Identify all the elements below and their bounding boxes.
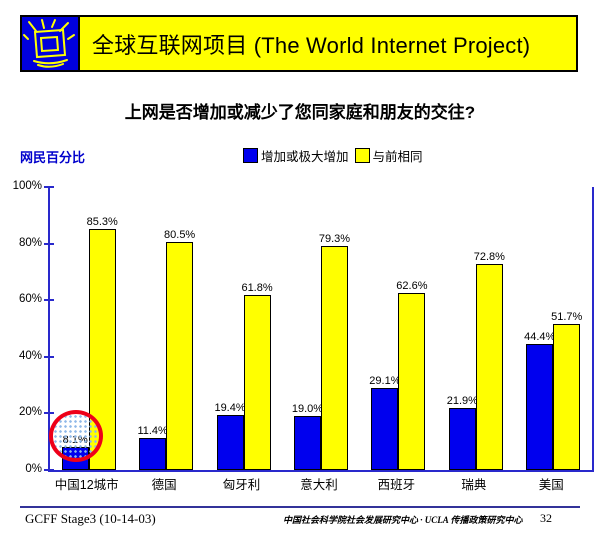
burst-monitor-icon <box>22 17 80 70</box>
question-text: 上网是否增加或减少了您同家庭和朋友的交往? <box>124 103 476 122</box>
bar-value-label: 72.8% <box>473 251 505 263</box>
bar-value-label: 61.8% <box>241 282 273 294</box>
bar-value-label: 8.1% <box>62 434 88 446</box>
bar-group: 8.1% 85.3% <box>48 187 127 470</box>
same-bar: 62.6% <box>396 280 427 470</box>
bar-group: 19.4% 61.8% <box>205 187 282 470</box>
y-tick-label: 40% <box>18 349 42 362</box>
increase-bar: 21.9% <box>447 395 478 470</box>
y-axis-caption: 网民百分比 <box>20 150 86 165</box>
same-bar: 85.3% <box>87 216 118 470</box>
same-bar: 61.8% <box>241 282 273 470</box>
yellow-series-swatch <box>354 148 370 163</box>
page-number: 32 <box>540 511 552 525</box>
increase-bar: 19.4% <box>214 402 246 470</box>
footer-project-stamp: GCFF Stage3 (10-14-03) <box>25 511 156 526</box>
increase-bar: 11.4% <box>137 425 168 470</box>
y-tick-label: 100% <box>12 180 42 192</box>
bar-value-label: 85.3% <box>86 216 118 228</box>
chart-legend: 增加或极大增加 与前相同 <box>243 146 423 165</box>
y-tick-mark <box>44 355 54 358</box>
x-axis-categories: 中国12城市 德国 匈牙利 意大利 西班牙 瑞典 美国 <box>48 474 590 493</box>
bar-value-label: 29.1% <box>369 375 401 387</box>
bar-group: 11.4% 80.5% <box>127 187 204 470</box>
bar-value-label: 19.4% <box>214 402 246 414</box>
x-category-label: 中国12城市 <box>54 478 119 492</box>
legend-item-same: 与前相同 <box>354 146 423 165</box>
x-category-label: 西班牙 <box>377 478 416 492</box>
bar-value-label: 62.6% <box>396 280 428 292</box>
bar-group: 21.9% 72.8% <box>437 187 514 470</box>
same-bar: 72.8% <box>474 251 505 470</box>
footer-divider <box>20 506 580 508</box>
legend-label: 与前相同 <box>372 150 423 164</box>
bar-value-label: 21.9% <box>446 395 478 407</box>
bar-value-label: 44.4% <box>524 331 556 343</box>
y-tick-mark <box>44 242 54 245</box>
x-category-label: 意大利 <box>300 478 338 492</box>
bar-value-label: 19.0% <box>291 403 324 415</box>
header-banner: 全球互联网项目 (The World Internet Project) <box>20 15 578 72</box>
bar-value-label: 80.5% <box>164 229 196 241</box>
bar-value-label: 11.4% <box>137 425 168 437</box>
bar-group: 44.4% 51.7% <box>515 187 592 470</box>
same-bar: 51.7% <box>551 311 582 470</box>
y-tick-label: 80% <box>18 236 42 249</box>
x-category-label: 美国 <box>538 478 564 492</box>
footer-institutions: 中国社会科学院社会发展研究中心 · UCLA 传播政策研究中心 <box>283 515 523 525</box>
bar-group: 19.0% 79.3% <box>282 187 359 470</box>
x-category-label: 德国 <box>151 478 177 492</box>
bar-group: 29.1% 62.6% <box>360 187 437 470</box>
y-tick-mark <box>44 469 54 471</box>
y-tick-mark <box>44 299 54 302</box>
y-tick-mark <box>44 186 54 188</box>
plot-area: 8.1% 85.3% 11.4% 80.5% 19.4% 61.8% 19.0% 79.3% 2… <box>48 187 594 472</box>
blue-series-swatch <box>243 148 258 163</box>
legend-item-increase: 增加或极大增加 <box>243 146 349 165</box>
y-tick-label: 20% <box>18 406 42 419</box>
increase-bar: 19.0% <box>292 403 323 470</box>
slide-title: 全球互联网项目 (The World Internet Project) <box>92 32 531 58</box>
x-category-label: 匈牙利 <box>222 478 261 492</box>
y-tick-mark <box>44 412 54 415</box>
legend-label: 增加或极大增加 <box>261 150 349 164</box>
same-bar: 79.3% <box>319 233 350 470</box>
x-category-label: 瑞典 <box>461 478 487 492</box>
bar-value-label: 79.3% <box>318 233 351 245</box>
increase-bar: 44.4% <box>524 331 555 470</box>
y-tick-label: 0% <box>25 463 42 475</box>
same-bar: 80.5% <box>164 229 195 470</box>
increase-bar: 8.1% <box>61 434 89 470</box>
increase-bar: 29.1% <box>369 375 400 470</box>
y-tick-label: 60% <box>18 293 42 306</box>
bar-value-label: 51.7% <box>551 311 583 323</box>
